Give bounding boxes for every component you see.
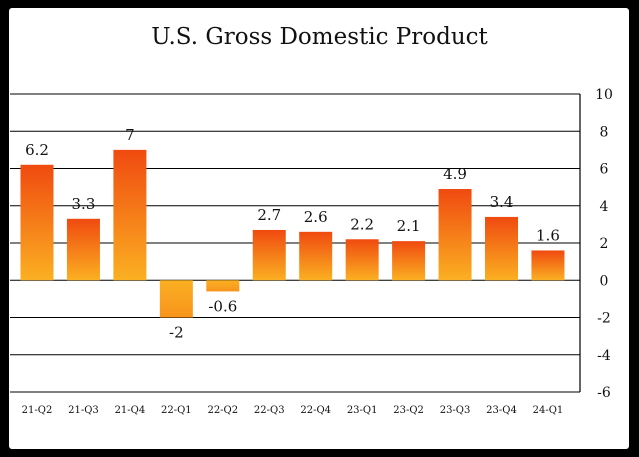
chart-title: U.S. Gross Domestic Product (151, 24, 488, 50)
data-label: 6.2 (25, 141, 49, 159)
x-tick-label: 22-Q4 (300, 405, 331, 416)
data-label: 4.9 (443, 165, 467, 183)
x-tick-label: 23-Q4 (486, 405, 517, 416)
y-tick-label: -4 (597, 348, 611, 364)
data-label: -2 (169, 324, 184, 342)
data-label: 2.1 (397, 217, 421, 235)
bar-21-Q2 (20, 164, 54, 281)
x-tick-label: 22-Q1 (161, 405, 192, 416)
bar-22-Q4 (299, 231, 333, 281)
y-tick-label: 4 (600, 199, 609, 215)
y-tick-label: 6 (600, 162, 609, 178)
data-label: 2.7 (257, 206, 281, 224)
y-tick-label: 2 (600, 236, 609, 252)
y-tick-label: 10 (595, 87, 613, 103)
bar-21-Q4 (113, 149, 147, 281)
y-tick-label: -6 (597, 385, 611, 401)
data-label: 3.4 (490, 193, 514, 211)
data-label: 7 (125, 126, 135, 144)
bar-22-Q1 (159, 280, 193, 318)
data-label: 2.6 (304, 208, 328, 226)
data-label: 1.6 (536, 226, 560, 244)
x-tick-label: 23-Q3 (440, 405, 471, 416)
bar-23-Q4 (485, 216, 518, 281)
x-tick-label: 21-Q2 (22, 405, 53, 416)
bar-24-Q1 (531, 250, 565, 281)
x-tick-label: 22-Q3 (254, 405, 285, 416)
bar-22-Q2 (206, 280, 240, 292)
bar-23-Q2 (392, 241, 426, 281)
x-tick-label: 21-Q4 (115, 405, 146, 416)
x-tick-label: 23-Q2 (393, 405, 424, 416)
y-tick-label: -2 (597, 311, 611, 327)
x-tick-label: 24-Q1 (533, 405, 564, 416)
x-tick-label: 21-Q3 (68, 405, 99, 416)
x-tick-label: 22-Q2 (207, 405, 238, 416)
bar-23-Q3 (438, 188, 472, 281)
x-tick-label: 23-Q1 (347, 405, 378, 416)
data-label: 3.3 (72, 195, 96, 213)
y-tick-label: 8 (600, 124, 609, 140)
y-tick-label: 0 (600, 273, 609, 289)
data-label: -0.6 (208, 297, 237, 315)
data-label: 2.2 (350, 215, 374, 233)
bar-22-Q3 (252, 229, 286, 281)
bar-21-Q3 (66, 218, 100, 281)
bar-23-Q1 (345, 239, 379, 281)
chart-frame (9, 8, 629, 449)
